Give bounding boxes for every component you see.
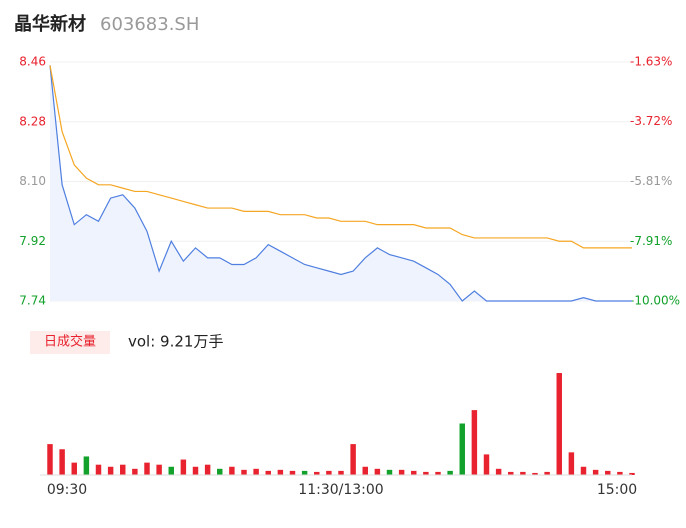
volume-bar — [156, 464, 162, 475]
volume-bar — [253, 468, 259, 475]
volume-bar — [580, 466, 587, 475]
volume-bar — [556, 373, 562, 475]
volume-total: vol: 9.21万手 — [128, 333, 223, 351]
volume-bar — [204, 464, 211, 475]
volume-bar — [605, 470, 611, 475]
y2-tick-label: -7.91% — [630, 234, 672, 248]
price-line — [49, 65, 632, 302]
y-tick-label: 8.10 — [19, 174, 46, 188]
stock-name: 晶华新材 — [14, 13, 86, 35]
volume-bar — [629, 472, 635, 475]
volume-bar — [398, 469, 405, 475]
volume-bar — [495, 468, 502, 475]
volume-bar — [277, 469, 284, 475]
volume-bar — [47, 444, 53, 475]
volume-bar — [95, 464, 102, 475]
volume-bar — [350, 444, 356, 475]
volume-title: 日成交量 — [44, 334, 96, 350]
volume-bar — [532, 472, 538, 475]
volume-bar — [362, 466, 368, 475]
y2-tick-label: -10.00% — [630, 294, 680, 308]
volume-bar — [192, 466, 199, 475]
volume-bar — [374, 468, 381, 475]
volume-bar — [326, 470, 332, 475]
volume-bar — [423, 471, 429, 475]
y-tick-label: 8.28 — [19, 114, 46, 128]
volume-bar — [568, 452, 575, 475]
y2-tick-label: -3.72% — [630, 114, 672, 128]
volume-bar — [471, 410, 478, 475]
volume-bar — [132, 468, 138, 475]
volume-bar — [301, 470, 308, 475]
volume-bar — [229, 466, 235, 475]
x-tick-label: 15:00 — [597, 482, 637, 498]
y-tick-label: 7.92 — [19, 234, 46, 248]
volume-bar — [617, 471, 623, 475]
volume-bar — [411, 470, 417, 475]
volume-bar — [447, 470, 453, 475]
volume-bar — [120, 464, 126, 475]
volume-bar — [544, 471, 550, 475]
price-area — [50, 65, 632, 301]
volume-bar — [168, 466, 174, 475]
x-tick-label: 09:30 — [47, 482, 87, 498]
volume-bar — [265, 470, 271, 475]
volume-badge — [30, 331, 110, 354]
y2-tick-label: -5.81% — [630, 174, 672, 188]
volume-bar — [520, 471, 526, 475]
volume-bar — [386, 469, 393, 475]
x-tick-label: 11:30/13:00 — [298, 482, 383, 498]
y-tick-label: 7.74 — [19, 294, 46, 308]
volume-bar — [180, 459, 187, 475]
volume-bar — [435, 471, 441, 475]
y2-tick-label: -1.63% — [630, 55, 672, 69]
volume-bar — [459, 423, 465, 475]
volume-bar — [217, 468, 223, 475]
volume-bar — [592, 469, 599, 475]
stock-code: 603683.SH — [100, 14, 199, 35]
price-line — [49, 65, 632, 249]
volume-bar — [483, 454, 490, 475]
volume-bar — [314, 471, 320, 475]
volume-bar — [83, 456, 90, 475]
volume-bar — [508, 471, 514, 475]
volume-bar — [338, 470, 344, 475]
volume-bar — [71, 462, 77, 475]
volume-bar — [144, 462, 150, 475]
volume-bar — [289, 470, 296, 475]
volume-bar — [59, 449, 65, 475]
volume-bar — [107, 466, 114, 475]
volume-bar — [241, 469, 247, 475]
y-tick-label: 8.46 — [19, 55, 46, 69]
